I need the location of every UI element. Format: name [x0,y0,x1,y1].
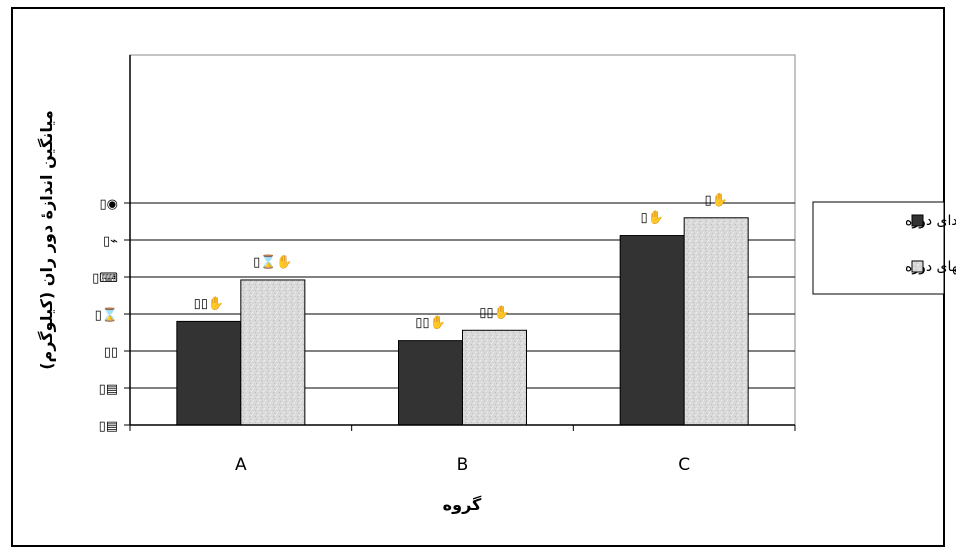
y-tick-label: ▯▤ [99,382,118,397]
x-tick-label: B [457,455,469,475]
bar-B-series-1 [398,340,463,426]
legend: ابتدای دوره انتهای دوره [812,201,956,295]
bar-C-series-1 [619,235,685,426]
legend-swatch [911,214,924,227]
data-label: ▯▯✋ [479,304,510,320]
data-label: ▯✋ [640,210,663,226]
y-tick-label: ▯⌛ [95,307,118,323]
tick-labels: ▯▤ ▯▤ ▯▯ ▯⌛ ▯⌨ ▯⌁ ▯◉ A B C [92,197,690,475]
bar-A-series-1 [176,320,242,426]
y-tick-label: ▯⌨ [92,271,118,286]
y-tick-label: ▯◉ [100,197,119,212]
y-tick-label: ▯⌁ [103,234,118,249]
x-tick-label: A [235,455,247,475]
bar-C-series-2 [683,217,749,426]
x-axis-title: گروه [443,495,482,514]
x-tick-label: C [678,455,690,475]
legend-item-series-2: انتهای دوره [905,259,956,275]
legend-swatch [911,260,924,273]
bar-B-series-2 [462,329,527,426]
y-tick-label: ▯▤ [99,419,118,434]
data-label: ▯▯✋ [194,295,225,311]
data-label: ▯▯✋ [415,315,446,331]
y-tick-label: ▯▯ [104,345,118,360]
data-label: ▯✋ [704,192,727,208]
bar-A-series-2 [240,279,306,426]
legend-item-series-1: ابتدای دوره [905,213,956,229]
axes [124,55,796,431]
data-label: ▯⌛✋ [253,254,293,270]
data-labels: ▯▯✋ ▯⌛✋ ▯▯✋ ▯▯✋ ▯✋ ▯✋ [194,192,728,331]
y-axis-title: میانگین اندازۀ دور ران (کیلوگرم) [37,110,56,370]
bars [176,217,749,426]
